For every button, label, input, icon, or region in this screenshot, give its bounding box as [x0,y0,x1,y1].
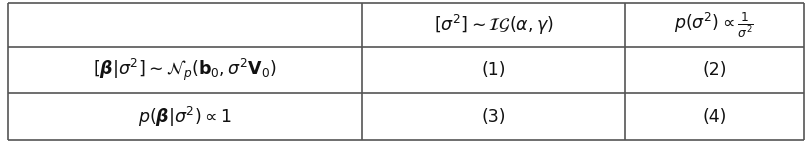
Text: (3): (3) [481,108,505,126]
Text: (1): (1) [481,61,505,79]
Text: (2): (2) [702,61,726,79]
Text: (4): (4) [702,108,726,126]
Text: $p(\boldsymbol{\beta}|\sigma^2) \propto 1$: $p(\boldsymbol{\beta}|\sigma^2) \propto … [138,105,232,129]
Text: $p(\sigma^2) \propto \frac{1}{\sigma^2}$: $p(\sigma^2) \propto \frac{1}{\sigma^2}$ [674,10,753,40]
Text: $[\boldsymbol{\beta}|\sigma^2] \sim \mathcal{N}_p(\mathbf{b}_0, \sigma^2 \mathbf: $[\boldsymbol{\beta}|\sigma^2] \sim \mat… [93,57,277,83]
Text: $[\sigma^2] \sim \mathcal{IG}(\alpha, \gamma)$: $[\sigma^2] \sim \mathcal{IG}(\alpha, \g… [433,13,553,37]
